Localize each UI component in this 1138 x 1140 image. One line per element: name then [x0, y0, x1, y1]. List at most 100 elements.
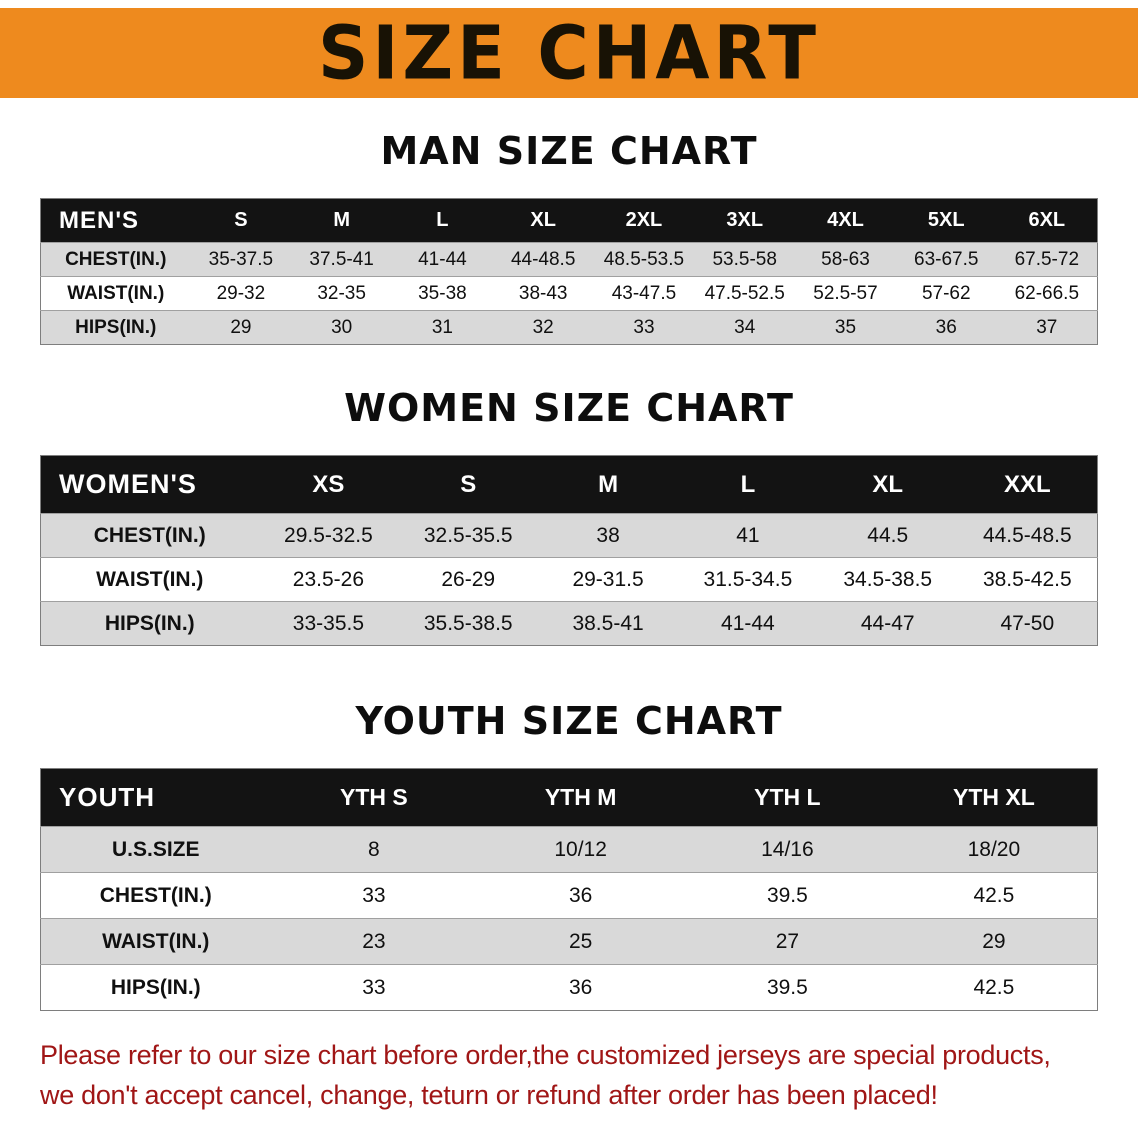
table-row: CHEST(IN.) 33 36 39.5 42.5: [40, 872, 1098, 919]
size-value-cell: 37.5-41: [291, 242, 393, 277]
size-value-cell: 33: [593, 310, 695, 345]
table-row: HIPS(IN.) 33 36 39.5 42.5: [40, 964, 1098, 1011]
size-chart-banner: SIZE CHART: [0, 8, 1138, 98]
youth-size-section: YOUTH SIZE CHART YOUTH YTH S YTH M YTH L YTH…: [0, 698, 1138, 1011]
size-value-cell: 42.5: [890, 872, 1098, 919]
size-value-cell: 29-32: [190, 276, 292, 311]
size-value-cell: 39.5: [684, 872, 891, 919]
size-value-cell: 47.5-52.5: [694, 276, 796, 311]
size-column-header: YTH L: [684, 768, 891, 827]
size-value-cell: 44-47: [817, 601, 958, 646]
size-value-cell: 53.5-58: [694, 242, 796, 277]
size-column-header: L: [392, 198, 493, 243]
size-value-cell: 36: [895, 310, 997, 345]
size-value-cell: 48.5-53.5: [593, 242, 695, 277]
row-label: WAIST(IN.): [40, 557, 259, 602]
table-corner-label: YOUTH: [40, 768, 271, 827]
size-value-cell: 38.5-42.5: [957, 557, 1098, 602]
row-label: HIPS(IN.): [40, 601, 259, 646]
size-value-cell: 47-50: [957, 601, 1098, 646]
size-value-cell: 44-48.5: [492, 242, 594, 277]
size-column-header: XS: [258, 455, 399, 514]
size-column-header: 3XL: [694, 198, 796, 243]
size-value-cell: 26-29: [398, 557, 539, 602]
size-value-cell: 39.5: [684, 964, 891, 1011]
table-row: WAIST(IN.) 23.5-26 26-29 29-31.5 31.5-34.5 34…: [40, 557, 1098, 602]
size-column-header: 5XL: [895, 198, 997, 243]
size-column-header: XXL: [957, 455, 1098, 514]
table-corner-label: WOMEN'S: [40, 455, 259, 514]
size-value-cell: 25: [477, 918, 684, 965]
table-row: CHEST(IN.) 35-37.5 37.5-41 41-44 44-48.5 48.5…: [40, 242, 1098, 277]
women-section-heading: WOMEN SIZE CHART: [344, 386, 794, 430]
table-row: CHEST(IN.) 29.5-32.5 32.5-35.5 38 41 44.5 44.5…: [40, 513, 1098, 558]
women-size-section: WOMEN SIZE CHART WOMEN'S XS S M L XL XXL CHEST(…: [0, 385, 1138, 646]
row-label: HIPS(IN.): [40, 310, 191, 345]
size-value-cell: 37: [996, 310, 1098, 345]
size-value-cell: 18/20: [890, 826, 1098, 873]
table-row: WAIST(IN.) 29-32 32-35 35-38 38-43 43-47.5 47.…: [40, 276, 1098, 311]
size-value-cell: 32: [492, 310, 594, 345]
size-column-header: S: [190, 198, 292, 243]
size-value-cell: 36: [477, 872, 684, 919]
men-size-section: MAN SIZE CHART MEN'S S M L XL 2XL 3XL 4XL 5XL 6XL…: [0, 128, 1138, 345]
row-label: U.S.SIZE: [40, 826, 271, 873]
size-value-cell: 63-67.5: [895, 242, 997, 277]
size-value-cell: 38.5-41: [538, 601, 678, 646]
table-row: HIPS(IN.) 33-35.5 35.5-38.5 38.5-41 41-44 44-…: [40, 601, 1098, 646]
size-value-cell: 35: [795, 310, 896, 345]
size-value-cell: 27: [684, 918, 891, 965]
men-section-heading: MAN SIZE CHART: [380, 129, 758, 173]
size-column-header: YTH XL: [890, 768, 1098, 827]
size-value-cell: 29.5-32.5: [258, 513, 399, 558]
men-size-table: MEN'S S M L XL 2XL 3XL 4XL 5XL 6XL CHEST(IN.) 35-37…: [40, 198, 1098, 345]
disclaimer-line-1: Please refer to our size chart before or…: [40, 1040, 1051, 1070]
size-value-cell: 8: [270, 826, 478, 873]
row-label: CHEST(IN.): [40, 513, 259, 558]
size-value-cell: 57-62: [895, 276, 997, 311]
size-value-cell: 62-66.5: [996, 276, 1098, 311]
table-header-row: YOUTH YTH S YTH M YTH L YTH XL: [40, 768, 1098, 827]
size-value-cell: 35.5-38.5: [398, 601, 539, 646]
table-corner-label: MEN'S: [40, 198, 191, 243]
size-value-cell: 29: [190, 310, 292, 345]
size-column-header: YTH S: [270, 768, 478, 827]
row-label: HIPS(IN.): [40, 964, 271, 1011]
size-value-cell: 38-43: [492, 276, 594, 311]
size-value-cell: 23.5-26: [258, 557, 399, 602]
table-header-row: WOMEN'S XS S M L XL XXL: [40, 455, 1098, 514]
size-column-header: YTH M: [477, 768, 684, 827]
youth-size-table: YOUTH YTH S YTH M YTH L YTH XL U.S.SIZE 8 10/12…: [40, 768, 1098, 1011]
size-value-cell: 52.5-57: [795, 276, 896, 311]
size-value-cell: 31: [392, 310, 493, 345]
size-value-cell: 42.5: [890, 964, 1098, 1011]
banner-title: SIZE CHART: [317, 9, 821, 97]
youth-section-heading: YOUTH SIZE CHART: [355, 699, 783, 743]
size-value-cell: 67.5-72: [996, 242, 1098, 277]
size-value-cell: 35-38: [392, 276, 493, 311]
size-value-cell: 33-35.5: [258, 601, 399, 646]
size-column-header: L: [677, 455, 818, 514]
table-header-row: MEN'S S M L XL 2XL 3XL 4XL 5XL 6XL: [40, 198, 1098, 243]
size-column-header: 2XL: [593, 198, 695, 243]
row-label: CHEST(IN.): [40, 242, 191, 277]
row-label: CHEST(IN.): [40, 872, 271, 919]
size-value-cell: 38: [538, 513, 678, 558]
size-value-cell: 32.5-35.5: [398, 513, 539, 558]
disclaimer-line-2: we don't accept cancel, change, teturn o…: [40, 1080, 938, 1110]
size-column-header: XL: [492, 198, 594, 243]
table-row: HIPS(IN.) 29 30 31 32 33 34 35 36 37: [40, 310, 1098, 345]
size-column-header: 4XL: [795, 198, 896, 243]
size-value-cell: 41-44: [677, 601, 818, 646]
size-column-header: 6XL: [996, 198, 1098, 243]
size-value-cell: 32-35: [291, 276, 393, 311]
size-column-header: XL: [817, 455, 958, 514]
table-row: U.S.SIZE 8 10/12 14/16 18/20: [40, 826, 1098, 873]
size-value-cell: 30: [291, 310, 393, 345]
row-label: WAIST(IN.): [40, 918, 271, 965]
size-value-cell: 44.5-48.5: [957, 513, 1098, 558]
size-value-cell: 34.5-38.5: [817, 557, 958, 602]
order-disclaimer: Please refer to our size chart before or…: [0, 1011, 1138, 1115]
size-value-cell: 14/16: [684, 826, 891, 873]
size-value-cell: 41-44: [392, 242, 493, 277]
